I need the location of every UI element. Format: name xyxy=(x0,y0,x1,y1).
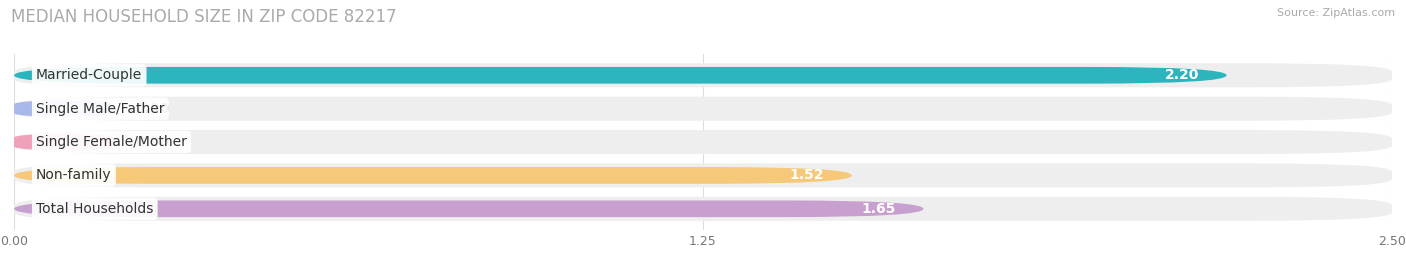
Text: 1.65: 1.65 xyxy=(862,202,896,216)
FancyBboxPatch shape xyxy=(14,167,852,184)
FancyBboxPatch shape xyxy=(14,134,114,150)
Text: 0.00: 0.00 xyxy=(135,102,170,116)
Text: Source: ZipAtlas.com: Source: ZipAtlas.com xyxy=(1277,8,1395,18)
Text: MEDIAN HOUSEHOLD SIZE IN ZIP CODE 82217: MEDIAN HOUSEHOLD SIZE IN ZIP CODE 82217 xyxy=(11,8,396,26)
FancyBboxPatch shape xyxy=(14,197,1392,221)
FancyBboxPatch shape xyxy=(14,63,1392,87)
FancyBboxPatch shape xyxy=(14,163,1392,187)
FancyBboxPatch shape xyxy=(14,130,1392,154)
FancyBboxPatch shape xyxy=(14,67,1226,84)
Text: 2.20: 2.20 xyxy=(1164,68,1199,82)
Text: 1.52: 1.52 xyxy=(790,168,824,183)
Text: Single Male/Father: Single Male/Father xyxy=(37,102,165,116)
Text: Married-Couple: Married-Couple xyxy=(37,68,142,82)
Text: 0.00: 0.00 xyxy=(135,135,170,149)
Text: Single Female/Mother: Single Female/Mother xyxy=(37,135,187,149)
Text: Total Households: Total Households xyxy=(37,202,153,216)
FancyBboxPatch shape xyxy=(14,97,1392,121)
FancyBboxPatch shape xyxy=(14,200,924,217)
FancyBboxPatch shape xyxy=(14,100,114,117)
Text: Non-family: Non-family xyxy=(37,168,111,183)
